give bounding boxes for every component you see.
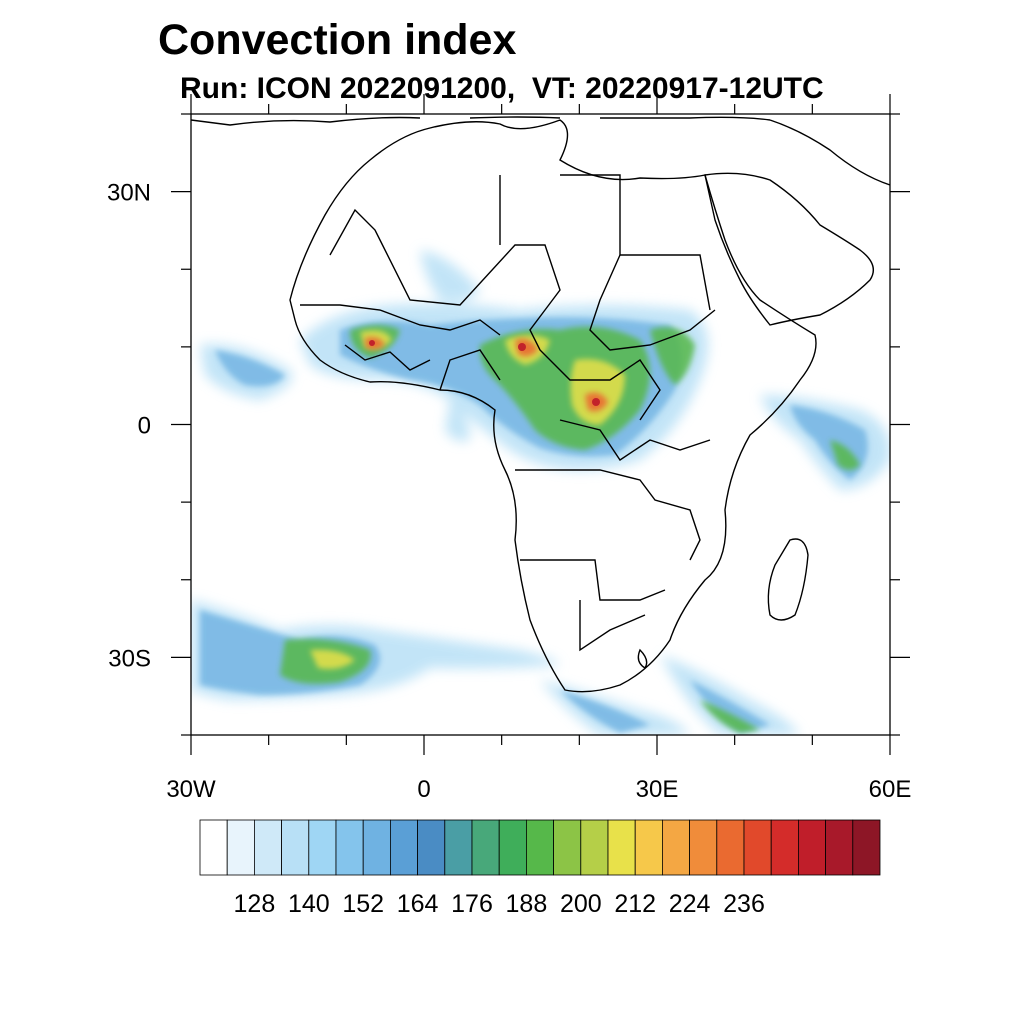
colorbar-label: 164	[397, 890, 439, 918]
map-subtitle: Run: ICON 2022091200, VT: 20220917-12UTC	[180, 72, 824, 105]
colorbar-label: 200	[560, 890, 602, 918]
colorbar-label: 128	[234, 890, 276, 918]
colorbar-label: 152	[342, 890, 384, 918]
colorbar-swatch	[253, 819, 282, 876]
colorbar-swatch	[226, 819, 255, 876]
colorbar-swatch	[471, 819, 500, 876]
colorbar-swatch	[580, 819, 609, 876]
colorbar-label: 176	[451, 890, 493, 918]
convection-field	[191, 250, 890, 735]
colorbar-label: 140	[288, 890, 330, 918]
colorbar-swatch	[199, 819, 228, 876]
colorbar-swatch	[689, 819, 718, 876]
colorbar-swatch	[553, 819, 582, 876]
colorbar-swatch	[743, 819, 772, 876]
colorbar-label: 236	[723, 890, 765, 918]
colorbar-swatch	[825, 819, 854, 876]
colorbar-labels: 128 140 152 164 176 188 200 212 224 236	[234, 890, 765, 918]
map-title: Convection index	[158, 16, 517, 64]
colorbar-swatch	[798, 819, 827, 876]
colorbar-swatch	[498, 819, 527, 876]
colorbar	[199, 819, 881, 876]
arabia-coastline	[704, 172, 874, 326]
convection-peak-layer	[369, 340, 600, 406]
x-tick-label: 30W	[166, 776, 216, 803]
colorbar-swatch	[444, 819, 473, 876]
colorbar-swatch	[389, 819, 418, 876]
axis-ticks	[171, 94, 910, 755]
colorbar-swatch	[526, 819, 555, 876]
colorbar-swatch	[770, 819, 799, 876]
x-tick-label: 0	[417, 776, 430, 803]
colorbar-swatch	[417, 819, 446, 876]
colorbar-swatch	[308, 819, 337, 876]
africa-coastline	[289, 119, 817, 693]
colorbar-swatch	[281, 819, 310, 876]
y-tick-label: 0	[138, 413, 151, 440]
colorbar-swatch	[662, 819, 691, 876]
colorbar-label: 188	[506, 890, 548, 918]
colorbar-swatch	[852, 819, 881, 876]
colorbar-swatch	[716, 819, 745, 876]
colorbar-label: 224	[669, 890, 711, 918]
colorbar-swatch	[362, 819, 391, 876]
x-tick-label: 60E	[869, 776, 912, 803]
colorbar-swatch	[634, 819, 663, 876]
x-tick-label: 30E	[636, 776, 679, 803]
y-tick-label: 30N	[107, 180, 151, 207]
colorbar-label: 212	[614, 890, 656, 918]
coastlines-and-borders	[191, 116, 890, 693]
madagascar-coastline	[767, 538, 809, 621]
axis-labels: 30W 0 30E 60E 30N 0 30S	[107, 180, 911, 803]
colorbar-swatch	[607, 819, 636, 876]
y-tick-label: 30S	[108, 645, 151, 672]
colorbar-swatch	[335, 819, 364, 876]
